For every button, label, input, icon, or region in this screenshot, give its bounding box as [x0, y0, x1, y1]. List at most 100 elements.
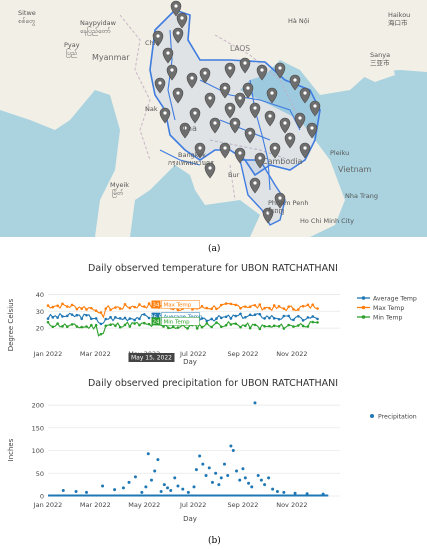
station-marker[interactable] — [199, 67, 211, 84]
precipitation-point — [146, 452, 150, 456]
precipitation-point — [229, 444, 233, 448]
station-marker[interactable] — [229, 117, 241, 134]
station-marker[interactable] — [299, 87, 311, 104]
station-marker[interactable] — [299, 142, 311, 159]
precipitation-point — [226, 474, 230, 478]
temperature-y-axis-label: Degree Celsius — [7, 298, 15, 351]
temperature-chart[interactable]: Daily observed temperature for UBON RATC… — [0, 255, 427, 535]
station-marker[interactable] — [189, 107, 201, 124]
station-marker[interactable] — [306, 122, 318, 139]
precipitation-x-tick: Nov 2022 — [276, 501, 307, 509]
precipitation-y-tick: 150 — [32, 424, 44, 432]
station-marker[interactable] — [256, 64, 268, 81]
station-marker[interactable] — [170, 0, 182, 17]
station-marker[interactable] — [274, 62, 286, 79]
station-marker[interactable] — [172, 87, 184, 104]
station-marker[interactable] — [294, 112, 306, 129]
station-marker[interactable] — [289, 74, 301, 91]
label-vietnam: Vietnam — [338, 165, 372, 174]
station-marker[interactable] — [279, 117, 291, 134]
station-marker[interactable] — [224, 62, 236, 79]
station-marker[interactable] — [284, 132, 296, 149]
station-marker[interactable] — [176, 12, 188, 29]
hover-series: Min Temp — [163, 319, 190, 325]
station-marker[interactable] — [194, 142, 206, 159]
precipitation-y-tick: 0 — [40, 493, 44, 501]
station-marker[interactable] — [224, 102, 236, 119]
legend-label: Max Temp — [373, 305, 404, 312]
station-marker[interactable] — [249, 177, 261, 194]
station-marker[interactable] — [159, 107, 171, 124]
precipitation-point — [181, 487, 185, 491]
temperature-x-tick: Jul 2022 — [179, 350, 206, 358]
station-marker[interactable] — [309, 100, 321, 117]
precipitation-point — [192, 485, 196, 489]
station-marker[interactable] — [186, 72, 198, 89]
label-cambodia: Cambodia — [262, 157, 303, 166]
station-marker[interactable] — [234, 92, 246, 109]
station-marker[interactable] — [219, 82, 231, 99]
precipitation-point — [243, 476, 247, 480]
station-marker[interactable] — [254, 152, 266, 169]
station-marker[interactable] — [269, 142, 281, 159]
station-marker[interactable] — [154, 77, 166, 94]
temperature-y-tick: 40 — [36, 291, 44, 299]
map-canvas — [0, 0, 427, 237]
precipitation-point — [282, 490, 286, 494]
precipitation-point — [162, 483, 166, 487]
precipitation-chart[interactable]: Daily observed precipitation for UBON RA… — [0, 370, 427, 530]
legend-item-1[interactable]: Max Temp — [357, 305, 404, 312]
station-marker[interactable] — [266, 87, 278, 104]
legend-item-precipitation[interactable]: Precipitation — [370, 413, 417, 420]
legend-item-0[interactable]: Average Temp — [357, 295, 417, 302]
station-marker[interactable] — [249, 102, 261, 119]
station-marker[interactable] — [152, 30, 164, 47]
station-marker[interactable] — [172, 27, 184, 44]
temperature-x-axis-label: Day — [183, 358, 197, 366]
legend-item-2[interactable]: Min Temp — [357, 314, 403, 321]
precipitation-x-tick: Mar 2022 — [80, 501, 111, 509]
precipitation-point — [121, 486, 125, 490]
label-sanya-local: 三亚市 — [370, 59, 390, 67]
hover-label: 24 Min Temp — [151, 317, 200, 326]
temperature-x-tick: Sep 2022 — [228, 350, 259, 358]
precipitation-y-tick: 100 — [32, 447, 44, 455]
precipitation-point — [198, 454, 202, 458]
label-phnom-penh: Phnom Penh — [268, 199, 309, 207]
station-marker[interactable] — [204, 162, 216, 179]
precipitation-point — [235, 469, 239, 473]
precipitation-point — [61, 489, 65, 493]
precipitation-point — [166, 486, 170, 490]
precipitation-point — [156, 458, 160, 462]
label-bangkok: Bangkok — [178, 151, 206, 159]
station-marker[interactable] — [162, 47, 174, 64]
precipitation-point — [250, 485, 254, 489]
station-marker[interactable] — [166, 64, 178, 81]
station-markers — [152, 0, 321, 224]
precipitation-x-tick: Sep 2022 — [228, 501, 259, 509]
precipitation-point — [153, 469, 157, 473]
label-myanmar: Myanmar — [92, 53, 130, 62]
station-marker[interactable] — [262, 207, 274, 224]
station-marker[interactable] — [239, 57, 251, 74]
station-marker[interactable] — [244, 127, 256, 144]
station-marker[interactable] — [242, 82, 254, 99]
station-marker[interactable] — [219, 142, 231, 159]
precipitation-y-axis-label: Inches — [7, 438, 15, 461]
precipitation-point — [204, 474, 208, 478]
station-marker[interactable] — [264, 110, 276, 127]
precipitation-point — [194, 468, 198, 472]
precipitation-point — [133, 475, 137, 479]
temperature-chart-svg: Daily observed temperature for UBON RATC… — [7, 263, 417, 366]
station-marker[interactable] — [274, 192, 286, 209]
precipitation-point — [275, 489, 279, 493]
station-marker[interactable] — [179, 122, 191, 139]
caption-b: (b) — [208, 536, 221, 546]
station-marker[interactable] — [209, 117, 221, 134]
precipitation-point — [113, 488, 117, 492]
label-bur: Bur — [228, 171, 240, 179]
station-map[interactable]: Sitwe စစ်တွေ Naypyidaw နေပြည်တော် Pyay ပ… — [0, 0, 427, 237]
station-marker[interactable] — [204, 92, 216, 109]
basin-outline — [149, 9, 321, 177]
station-marker[interactable] — [234, 147, 246, 164]
